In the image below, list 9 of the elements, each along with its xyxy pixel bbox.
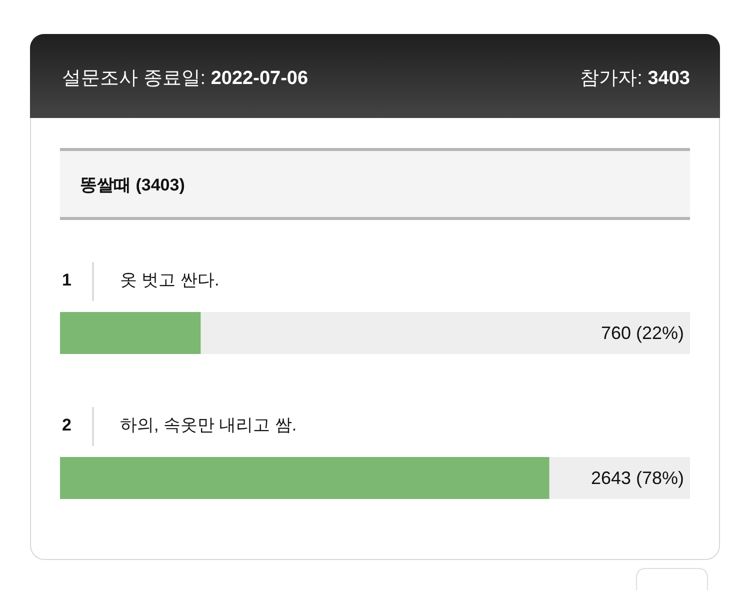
data-label: 2643 (78%): [590, 468, 684, 488]
y-tick-label: 옷 벗고 싼다.: [120, 270, 220, 290]
data-label: 760 (22%): [600, 323, 684, 343]
chart-title: 설문조사 종료일: 2022-07-06: [62, 68, 308, 88]
text: 참가자: 3403: [580, 68, 690, 88]
annotation: 1: [62, 270, 72, 290]
y-tick-label: 하의, 속옷만 내리고 쌈.: [120, 416, 297, 434]
chart-subtitle: 똥쌀때 (3403): [80, 176, 185, 194]
annotation: 2: [62, 416, 72, 434]
